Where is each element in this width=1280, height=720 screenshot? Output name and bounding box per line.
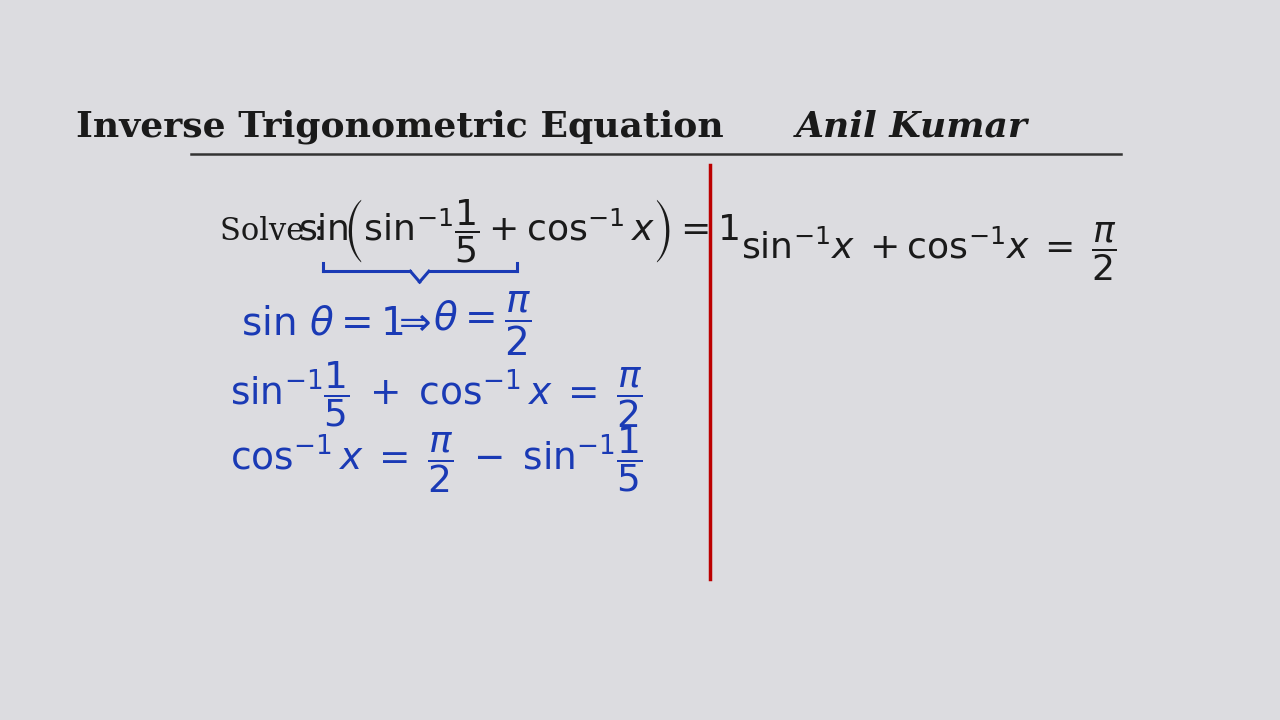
Text: $\theta = \dfrac{\pi}{2}$: $\theta = \dfrac{\pi}{2}$ (433, 289, 531, 358)
Text: $\Rightarrow$: $\Rightarrow$ (390, 305, 431, 342)
Text: Inverse Trigonometric Equation: Inverse Trigonometric Equation (77, 109, 724, 144)
Text: $\mathrm{sin}\!\left(\sin^{-1}\!\dfrac{1}{5}+\cos^{-1}x\right)=1$: $\mathrm{sin}\!\left(\sin^{-1}\!\dfrac{1… (298, 197, 740, 265)
Text: $\sin^{-1}\!\dfrac{1}{5}\;+\;\cos^{-1}x\;=\;\dfrac{\pi}{2}$: $\sin^{-1}\!\dfrac{1}{5}\;+\;\cos^{-1}x\… (229, 359, 643, 430)
Text: $\cos^{-1}x\;=\;\dfrac{\pi}{2}\;-\;\sin^{-1}\!\dfrac{1}{5}$: $\cos^{-1}x\;=\;\dfrac{\pi}{2}\;-\;\sin^… (229, 425, 643, 495)
Text: Anil Kumar: Anil Kumar (796, 109, 1028, 143)
Text: Solve :: Solve : (220, 216, 325, 247)
Text: $\sin\,\theta = 1$: $\sin\,\theta = 1$ (242, 305, 404, 342)
Text: $\sin^{-1}\!x\;+\cos^{-1}\!x\;=\;\dfrac{\pi}{2}$: $\sin^{-1}\!x\;+\cos^{-1}\!x\;=\;\dfrac{… (741, 221, 1117, 283)
